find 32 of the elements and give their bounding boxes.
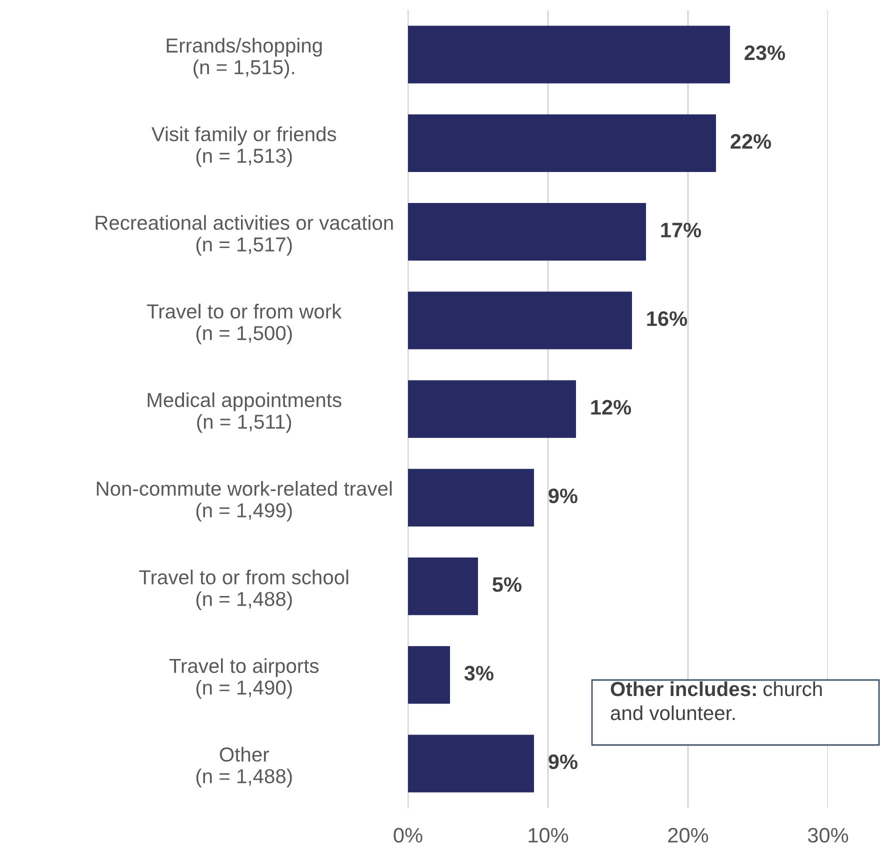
data-label: 9% <box>548 754 578 770</box>
bar <box>408 468 534 526</box>
data-label: 16% <box>647 311 688 326</box>
bar <box>408 558 478 616</box>
data-label: 3% <box>464 666 494 681</box>
text: Other includes: church and volunteer. <box>610 681 822 720</box>
y-tick-label: Errands/shopping (n = 1,515). <box>166 38 322 78</box>
x-tick-label: 30% <box>808 828 848 843</box>
y-tick-label: Travel to or from school (n = 1,488) <box>139 570 348 610</box>
y-tick-label: Recreational activities or vacation (n = 1,517) <box>96 215 393 256</box>
data-label: 17% <box>661 222 702 238</box>
bar <box>408 380 576 438</box>
bar <box>408 734 534 792</box>
y-tick-label: Non-commute work-related travel (n = 1,499) <box>96 481 392 522</box>
y-tick-label: Travel to airports (n = 1,490) <box>169 658 319 699</box>
y-tick-label: Medical appointments (n = 1,511) <box>148 392 342 433</box>
bar <box>408 114 716 172</box>
data-label: 9% <box>548 488 578 504</box>
bar <box>408 292 632 350</box>
bar <box>408 26 730 84</box>
data-label: 23% <box>744 45 786 60</box>
y-tick-label: Visit family or friends (n = 1,513) <box>151 126 336 167</box>
y-tick-label: Other (n = 1,488) <box>196 746 292 788</box>
x-tick-label: 20% <box>668 828 708 843</box>
x-tick-label: 0% <box>394 828 422 843</box>
data-label: 12% <box>591 400 632 415</box>
bar <box>408 203 646 261</box>
y-tick-label: Travel to or from work (n = 1,500) <box>147 304 342 344</box>
bar <box>408 646 450 704</box>
x-tick-label: 10% <box>528 828 568 843</box>
data-label: 5% <box>492 577 522 592</box>
data-label: 22% <box>730 134 772 149</box>
